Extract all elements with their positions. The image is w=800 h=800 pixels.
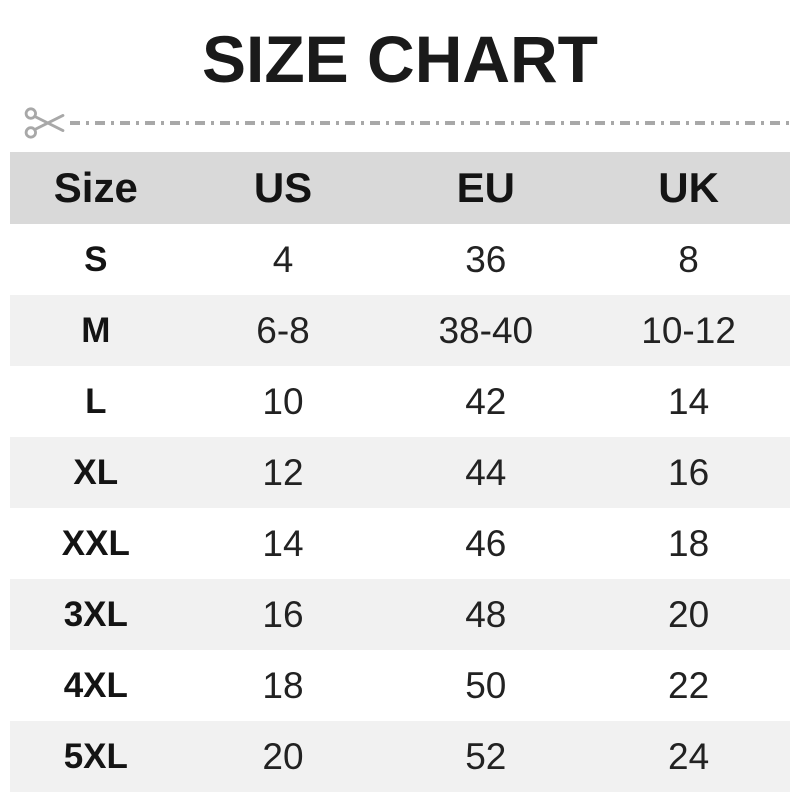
column-header-uk: UK	[587, 152, 790, 224]
table-row: XXL 14 46 18	[10, 508, 790, 579]
us-cell: 6-8	[256, 309, 310, 351]
eu-cell: 36	[465, 238, 507, 280]
us-cell: 4	[272, 238, 294, 280]
us-cell: 10	[262, 380, 304, 422]
eu-cell: 50	[465, 664, 507, 706]
size-cell: 3XL	[63, 594, 128, 634]
size-cell: L	[85, 381, 107, 421]
uk-cell: 20	[668, 593, 710, 635]
eu-cell: 38-40	[438, 309, 534, 351]
table-row: 4XL 18 50 22	[10, 650, 790, 721]
uk-cell: 14	[668, 380, 710, 422]
size-chart-table: Size US EU UK S 4 36 8 M 6-8 38-40 10-12…	[10, 152, 790, 792]
table-row: 5XL 20 52 24	[10, 721, 790, 792]
eu-cell: 42	[465, 380, 507, 422]
table-row: L 10 42 14	[10, 366, 790, 437]
uk-cell: 10-12	[641, 309, 736, 351]
size-cell: XL	[73, 452, 119, 492]
uk-cell: 16	[668, 451, 710, 493]
size-cell: 4XL	[63, 665, 128, 705]
uk-cell: 18	[668, 522, 710, 564]
size-cell: 5XL	[63, 736, 128, 776]
eu-cell: 46	[465, 522, 507, 564]
eu-cell: 52	[465, 735, 507, 777]
size-cell: S	[84, 239, 108, 279]
uk-cell: 8	[678, 238, 699, 280]
table-row: M 6-8 38-40 10-12	[10, 295, 790, 366]
table-row: XL 12 44 16	[10, 437, 790, 508]
table-header-row: Size US EU UK	[10, 152, 790, 224]
table-row: 3XL 16 48 20	[10, 579, 790, 650]
us-cell: 20	[262, 735, 304, 777]
scissors-icon	[24, 107, 65, 139]
page-title: SIZE CHART	[202, 22, 598, 96]
us-cell: 12	[262, 451, 304, 493]
cut-line	[24, 104, 790, 142]
column-header-size: Size	[10, 152, 182, 224]
size-cell: XXL	[61, 523, 130, 563]
us-cell: 14	[262, 522, 304, 564]
eu-cell: 48	[465, 593, 507, 635]
uk-cell: 22	[668, 664, 710, 706]
size-cell: M	[81, 310, 111, 350]
column-header-us: US	[181, 152, 385, 224]
us-cell: 18	[262, 664, 304, 706]
eu-cell: 44	[465, 451, 507, 493]
table-row: S 4 36 8	[10, 224, 790, 295]
uk-cell: 24	[668, 735, 710, 777]
column-header-eu: EU	[384, 152, 588, 224]
dashed-cut-line	[70, 121, 790, 125]
us-cell: 16	[262, 593, 304, 635]
